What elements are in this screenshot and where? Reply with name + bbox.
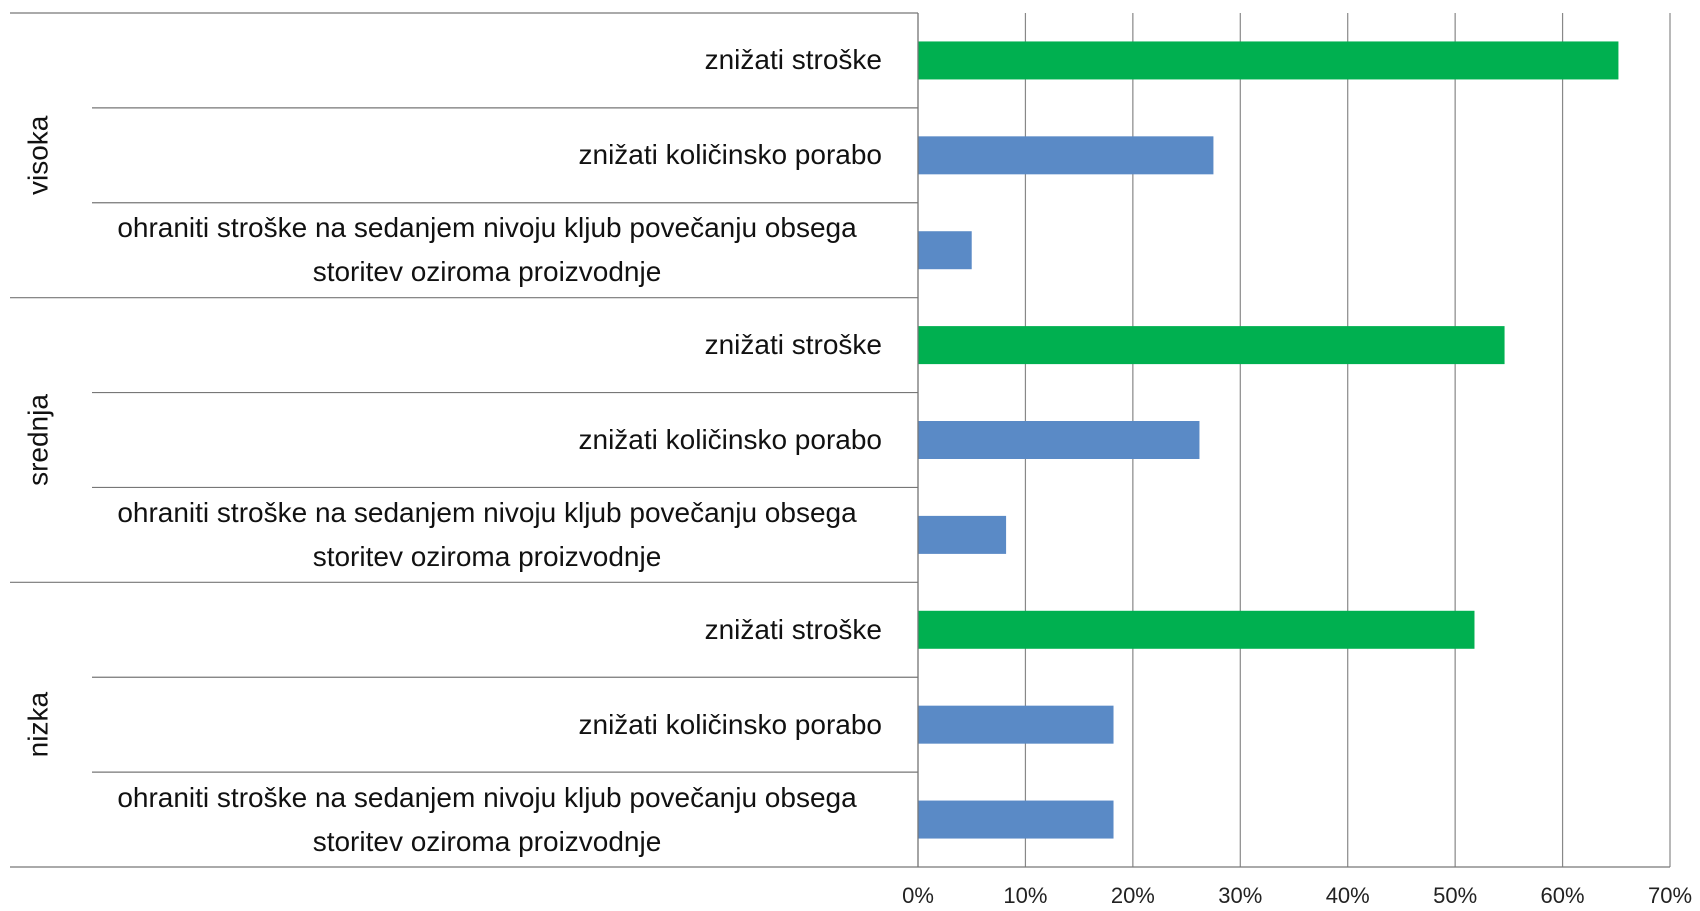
bar bbox=[918, 800, 1114, 839]
x-tick-label: 20% bbox=[1111, 883, 1155, 908]
category-text: znižati stroške bbox=[704, 613, 882, 645]
category-text: ohraniti stroške na sedanjem nivoju klju… bbox=[117, 781, 857, 857]
bar bbox=[918, 326, 1505, 365]
x-tick-label: 10% bbox=[1003, 883, 1047, 908]
category-label: ohraniti stroške na sedanjem nivoju klju… bbox=[92, 487, 882, 582]
category-text: znižati stroške bbox=[704, 329, 882, 361]
bar bbox=[918, 421, 1200, 459]
x-tick-label: 50% bbox=[1433, 883, 1477, 908]
category-text: znižati količinsko porabo bbox=[578, 423, 883, 455]
x-tick-label: 70% bbox=[1648, 883, 1692, 908]
x-tick-label: 40% bbox=[1326, 883, 1370, 908]
x-tick-label: 60% bbox=[1541, 883, 1585, 908]
category-label: ohraniti stroške na sedanjem nivoju klju… bbox=[92, 772, 882, 867]
category-text: ohraniti stroške na sedanjem nivoju klju… bbox=[117, 212, 857, 288]
group-label: srednja bbox=[22, 394, 53, 486]
bar bbox=[918, 610, 1475, 649]
bar bbox=[918, 136, 1214, 175]
category-text: znižati stroške bbox=[704, 44, 882, 76]
category-label: znižati količinsko porabo bbox=[92, 393, 883, 488]
bar bbox=[918, 41, 1619, 80]
bar bbox=[918, 231, 972, 270]
category-label: znižati stroške bbox=[92, 298, 882, 393]
bar bbox=[918, 515, 1007, 554]
category-text: znižati količinsko porabo bbox=[578, 708, 883, 740]
group-label: nizka bbox=[22, 692, 53, 758]
category-label: znižati količinsko porabo bbox=[92, 108, 883, 203]
category-label: znižati stroške bbox=[92, 582, 882, 677]
category-label: ohraniti stroške na sedanjem nivoju klju… bbox=[92, 203, 882, 298]
x-tick-label: 30% bbox=[1218, 883, 1262, 908]
x-tick-label: 0% bbox=[902, 883, 934, 908]
category-label: znižati količinsko porabo bbox=[92, 677, 883, 772]
group-label: visoka bbox=[22, 115, 53, 195]
category-text: ohraniti stroške na sedanjem nivoju klju… bbox=[117, 496, 857, 572]
bar bbox=[918, 705, 1114, 744]
category-label: znižati stroške bbox=[92, 13, 882, 108]
category-text: znižati količinsko porabo bbox=[578, 139, 883, 171]
